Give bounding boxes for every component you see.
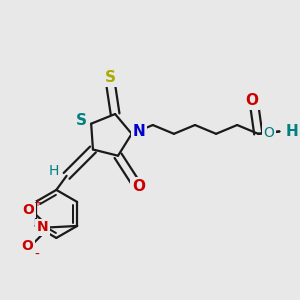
Text: N: N xyxy=(37,220,49,234)
Text: O: O xyxy=(22,203,34,217)
Text: O: O xyxy=(263,126,274,140)
Text: N: N xyxy=(133,124,146,139)
Text: H: H xyxy=(48,164,59,178)
Text: O: O xyxy=(245,93,258,108)
Text: O: O xyxy=(132,179,145,194)
Text: H: H xyxy=(285,124,298,139)
Text: +: + xyxy=(33,198,41,208)
Text: O: O xyxy=(21,239,33,253)
Text: -: - xyxy=(34,248,39,262)
Text: S: S xyxy=(105,70,116,85)
Text: S: S xyxy=(75,113,86,128)
